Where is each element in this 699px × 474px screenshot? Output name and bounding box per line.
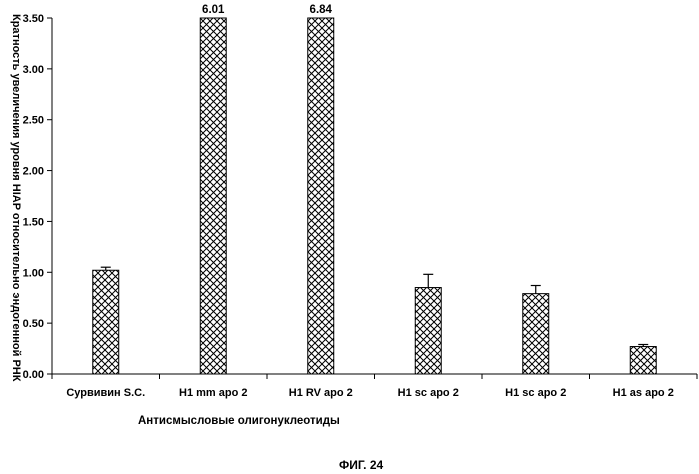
bar-value-label: 6.84: [310, 4, 333, 16]
y-tick-label: 3.50: [23, 13, 44, 25]
y-tick-label: 0.00: [23, 369, 44, 381]
x-tick-label: H1 as apo 2: [613, 387, 674, 399]
y-tick-label: 2.00: [23, 166, 44, 178]
y-tick-label: 1.50: [23, 216, 44, 228]
bar: [630, 347, 656, 374]
bar: [415, 288, 441, 374]
figure-caption: ФИГ. 24: [339, 458, 384, 472]
y-tick-label: 1.00: [23, 267, 44, 279]
y-tick-label: 2.50: [23, 115, 44, 127]
bar: [200, 18, 226, 374]
x-tick-label: H1 RV apo 2: [289, 387, 353, 399]
bar: [523, 294, 549, 374]
x-tick-label: Сурвивин S.C.: [66, 387, 145, 399]
y-tick-label: 0.50: [23, 318, 44, 330]
y-axis-title: Кратность увеличения уровня HIAP относит…: [10, 14, 22, 382]
bar: [308, 18, 334, 374]
x-tick-label: H1 sc apo 2: [505, 387, 566, 399]
x-axis-title: Антисмысловые олигонуклеотиды: [138, 415, 340, 427]
x-tick-label: H1 sc apo 2: [398, 387, 459, 399]
bar: [93, 270, 119, 374]
x-tick-label: H1 mm apo 2: [179, 387, 247, 399]
y-tick-label: 3.00: [23, 64, 44, 76]
bar-value-label: 6.01: [202, 4, 225, 16]
